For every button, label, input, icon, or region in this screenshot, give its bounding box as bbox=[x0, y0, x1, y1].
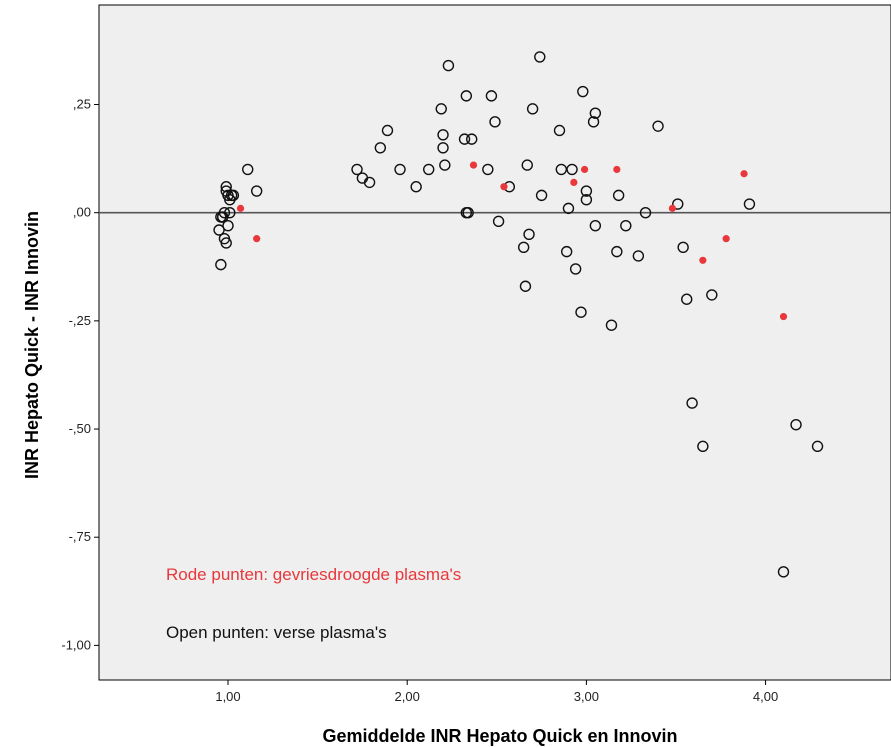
y-axis-title: INR Hepato Quick - INR Innovin bbox=[22, 211, 42, 479]
data-point-open bbox=[790, 419, 802, 431]
data-point-open bbox=[489, 116, 501, 128]
annotation-open-points: Open punten: verse plasma's bbox=[166, 623, 387, 642]
data-point-open bbox=[620, 219, 632, 232]
data-point-open bbox=[706, 289, 718, 301]
data-point-open bbox=[811, 440, 824, 453]
data-point-open bbox=[652, 120, 664, 132]
data-point-open bbox=[535, 189, 548, 202]
data-point-open bbox=[218, 206, 231, 219]
data-point-open bbox=[442, 59, 455, 72]
x-tick-label: 4,00 bbox=[753, 689, 778, 704]
data-point-open bbox=[213, 224, 225, 236]
data-point-open bbox=[423, 163, 435, 176]
data-point-red bbox=[580, 165, 589, 174]
data-point-open bbox=[492, 215, 505, 228]
data-point-open bbox=[521, 159, 533, 171]
data-point-open bbox=[460, 90, 473, 102]
x-axis-title: Gemiddelde INR Hepato Quick en Innovin bbox=[322, 726, 677, 746]
y-tick-label: -,50 bbox=[69, 421, 91, 436]
data-point-open bbox=[363, 176, 376, 189]
data-point-open bbox=[672, 198, 684, 210]
x-tick-label: 2,00 bbox=[395, 689, 420, 704]
data-point-open bbox=[485, 90, 498, 102]
data-point-open bbox=[242, 163, 254, 176]
data-point-open bbox=[224, 206, 236, 219]
data-point-open bbox=[222, 219, 234, 232]
data-point-open bbox=[381, 124, 394, 137]
data-point-open bbox=[437, 142, 449, 154]
data-point-open bbox=[534, 51, 546, 63]
data-point-open bbox=[437, 129, 449, 141]
data-point-open bbox=[589, 219, 602, 232]
data-point-open bbox=[555, 163, 567, 176]
y-tick-label: -,75 bbox=[69, 529, 91, 544]
data-point-red bbox=[469, 161, 478, 169]
data-point-open bbox=[677, 241, 689, 254]
data-point-open bbox=[410, 181, 422, 193]
data-point-open bbox=[351, 163, 363, 176]
data-point-red bbox=[236, 204, 245, 212]
data-point-open bbox=[220, 181, 232, 193]
data-point-open bbox=[466, 133, 478, 145]
data-point-open bbox=[439, 159, 451, 171]
data-point-open bbox=[569, 263, 582, 275]
data-point-open bbox=[580, 194, 593, 206]
data-point-red bbox=[613, 165, 621, 174]
data-point-open bbox=[566, 163, 578, 176]
data-point-open bbox=[519, 280, 532, 292]
data-point-open bbox=[553, 124, 566, 137]
annotation-red-points: Rode punten: gevriesdroogde plasma's bbox=[166, 565, 461, 584]
data-point-open bbox=[462, 206, 474, 219]
y-tick-label: -1,00 bbox=[61, 637, 91, 652]
data-point-red bbox=[722, 235, 730, 243]
data-point-open bbox=[612, 189, 625, 202]
data-point-red bbox=[779, 312, 788, 321]
data-point-open bbox=[523, 228, 535, 241]
data-point-red bbox=[740, 170, 748, 178]
data-point-open bbox=[227, 189, 240, 202]
data-point-open bbox=[575, 306, 587, 318]
data-point-open bbox=[250, 185, 263, 197]
data-point-red bbox=[699, 256, 707, 264]
y-tick-label: -,25 bbox=[69, 313, 91, 328]
data-point-open bbox=[374, 142, 387, 154]
data-point-open bbox=[560, 245, 573, 258]
data-point-open bbox=[697, 440, 709, 453]
data-point-open bbox=[482, 163, 494, 176]
data-point-red bbox=[570, 178, 578, 187]
x-tick-label: 1,00 bbox=[215, 689, 240, 704]
data-point-open bbox=[526, 103, 539, 115]
data-point-open bbox=[580, 185, 593, 197]
data-point-open bbox=[435, 103, 447, 115]
data-point-open bbox=[681, 293, 693, 305]
data-point-open bbox=[458, 133, 471, 145]
data-point-open bbox=[686, 397, 698, 409]
data-point-open bbox=[632, 250, 645, 262]
data-point-open bbox=[587, 116, 600, 128]
data-point-open bbox=[577, 85, 589, 98]
data-point-open bbox=[639, 206, 652, 219]
data-point-red bbox=[500, 183, 508, 191]
x-tick-label: 3,00 bbox=[574, 689, 599, 704]
y-tick-label: ,25 bbox=[73, 97, 91, 112]
data-point-open bbox=[611, 245, 623, 258]
data-point-open bbox=[220, 237, 232, 249]
data-point-open bbox=[589, 107, 602, 119]
data-point-open bbox=[562, 202, 575, 215]
data-point-open bbox=[517, 241, 530, 254]
data-point-open bbox=[777, 566, 790, 578]
y-tick-label: ,00 bbox=[73, 205, 91, 220]
data-point-open bbox=[394, 163, 406, 176]
data-point-red bbox=[668, 204, 676, 212]
data-point-open bbox=[605, 319, 618, 331]
data-point-open bbox=[743, 198, 756, 210]
data-point-red bbox=[253, 235, 261, 243]
data-point-open bbox=[215, 258, 227, 271]
